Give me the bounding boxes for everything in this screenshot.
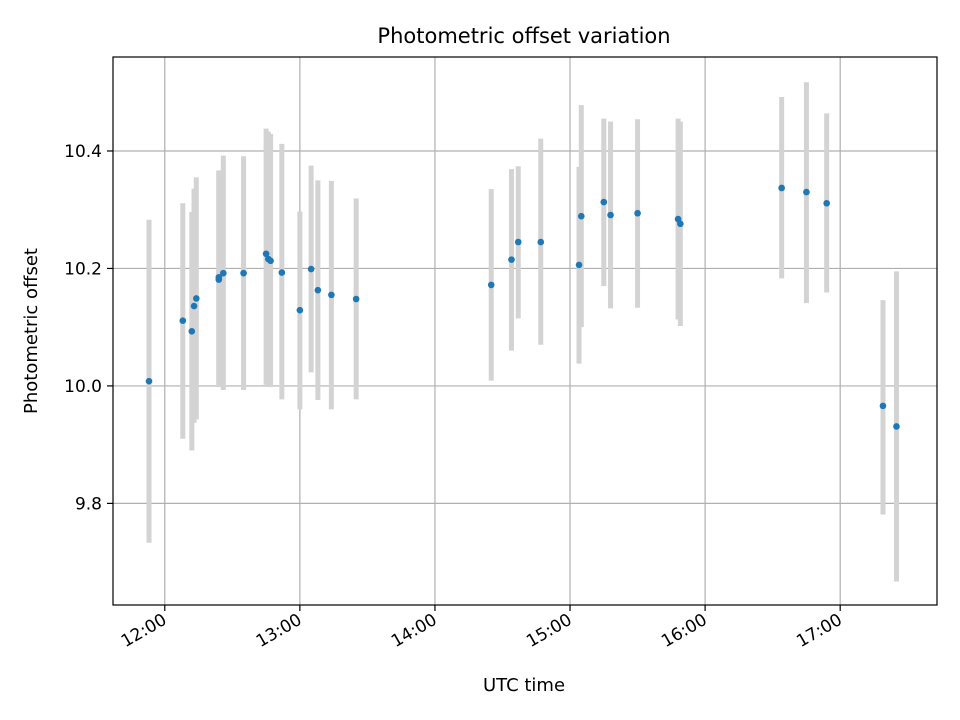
y-tick-label: 10.0 xyxy=(64,377,102,397)
y-axis-label: Photometric offset xyxy=(21,248,42,414)
data-point xyxy=(215,273,223,281)
plot-frame xyxy=(112,56,938,606)
data-point xyxy=(514,238,522,246)
data-points xyxy=(145,184,900,430)
data-point xyxy=(307,265,315,273)
data-point xyxy=(352,295,360,303)
y-tick-label: 9.8 xyxy=(75,494,102,514)
data-point xyxy=(188,327,196,335)
data-point xyxy=(575,261,583,269)
data-point xyxy=(634,209,641,217)
data-point xyxy=(193,295,200,302)
data-point xyxy=(607,211,614,219)
data-point xyxy=(487,281,495,289)
data-point xyxy=(267,257,274,265)
data-point xyxy=(778,184,785,192)
data-point xyxy=(262,250,270,258)
data-point xyxy=(577,212,585,220)
data-point xyxy=(893,423,900,430)
data-point xyxy=(537,238,545,246)
data-point xyxy=(823,199,830,207)
x-axis-ticks: 12:00 13:00 14:00 15:00 16:00 17:00 xyxy=(118,605,846,652)
x-tick-label: 14:00 xyxy=(388,610,440,652)
error-bars xyxy=(146,82,899,582)
x-tick-label: 16:00 xyxy=(658,610,710,652)
grid-lines xyxy=(113,57,937,605)
data-point xyxy=(803,188,810,196)
data-point xyxy=(220,269,227,277)
x-tick-label: 12:00 xyxy=(118,610,170,652)
x-axis-label: UTC time xyxy=(483,675,565,696)
data-point xyxy=(278,269,286,276)
data-point xyxy=(508,256,515,263)
data-point xyxy=(600,198,608,206)
data-point xyxy=(240,269,247,277)
data-point xyxy=(328,291,335,299)
x-tick-label: 15:00 xyxy=(523,610,575,652)
data-point xyxy=(145,377,153,385)
data-point xyxy=(296,306,304,314)
data-point xyxy=(179,317,187,325)
x-tick-label: 13:00 xyxy=(253,610,305,652)
data-point xyxy=(677,220,684,228)
data-point xyxy=(879,402,887,410)
y-axis-ticks: 9.8 10.0 10.2 10.4 xyxy=(64,142,113,514)
chart-title: Photometric offset variation xyxy=(377,24,670,48)
data-point xyxy=(314,286,322,294)
y-tick-label: 10.2 xyxy=(64,259,102,279)
y-tick-label: 10.4 xyxy=(64,142,102,162)
data-point xyxy=(190,302,198,310)
x-tick-label: 17:00 xyxy=(793,610,845,652)
